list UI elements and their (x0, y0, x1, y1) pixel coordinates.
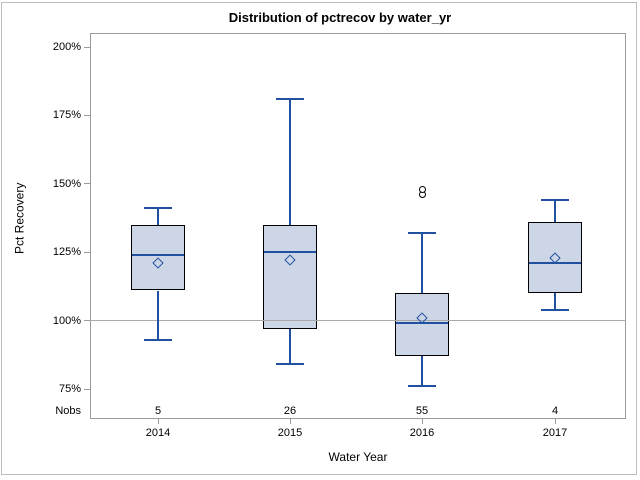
y-axis-tick (84, 46, 90, 48)
x-axis-tick (158, 419, 159, 424)
x-axis-tick-label: 2017 (542, 427, 568, 439)
plot-frame (90, 33, 626, 419)
box-rect (395, 293, 449, 357)
y-axis-tick (84, 320, 90, 322)
whisker-cap (541, 199, 569, 202)
whisker-stem (554, 200, 556, 223)
figure-border (1, 2, 637, 475)
whisker-stem (157, 208, 159, 225)
y-axis-tick-label: 75% (58, 383, 81, 395)
reference-line (90, 320, 626, 322)
median-line (264, 251, 316, 254)
median-line (529, 262, 581, 265)
whisker-stem (289, 328, 291, 365)
box-rect (131, 224, 185, 291)
whisker-cap (408, 232, 436, 235)
outlier-circle-icon (418, 185, 426, 193)
whisker-cap (408, 385, 436, 388)
whisker-stem (421, 233, 423, 294)
y-axis-tick-label: 175% (52, 109, 81, 122)
whisker-stem (554, 293, 556, 310)
median-line (132, 253, 184, 256)
x-axis-tick-label: 2015 (277, 427, 303, 439)
y-axis-tick-label: 150% (52, 177, 81, 190)
y-axis-tick (84, 388, 90, 390)
nobs-value: 26 (283, 405, 297, 417)
y-axis-tick-label: 125% (52, 246, 81, 259)
box-rect (528, 222, 582, 294)
whisker-cap (276, 363, 304, 366)
y-axis-tick (84, 251, 90, 253)
whisker-stem (289, 98, 291, 225)
chart-title: Distribution of pctrecov by water_yr (228, 10, 452, 25)
x-axis-tick (290, 419, 291, 424)
nobs-value: 4 (551, 405, 559, 417)
y-axis-tick-label: 100% (52, 314, 81, 327)
y-axis-tick (84, 114, 90, 116)
y-axis-tick (84, 183, 90, 185)
x-axis-tick-label: 2014 (145, 427, 171, 439)
x-axis-tick (422, 419, 423, 424)
x-axis-tick-label: 2016 (409, 427, 435, 439)
y-axis-tick-label: 200% (52, 41, 81, 53)
x-axis-title: Water Year (328, 450, 388, 464)
whisker-stem (157, 290, 159, 340)
whisker-stem (421, 356, 423, 387)
box-rect (263, 224, 317, 329)
y-axis-title: Pct Recovery (12, 182, 27, 254)
median-line (396, 322, 448, 325)
nobs-value: 55 (415, 405, 429, 417)
x-axis-tick (555, 419, 556, 424)
nobs-value: 5 (154, 405, 162, 417)
whisker-cap (541, 308, 569, 311)
nobs-row-label: Nobs (55, 405, 81, 417)
whisker-cap (276, 97, 304, 100)
whisker-cap (144, 338, 172, 341)
whisker-cap (144, 207, 172, 210)
